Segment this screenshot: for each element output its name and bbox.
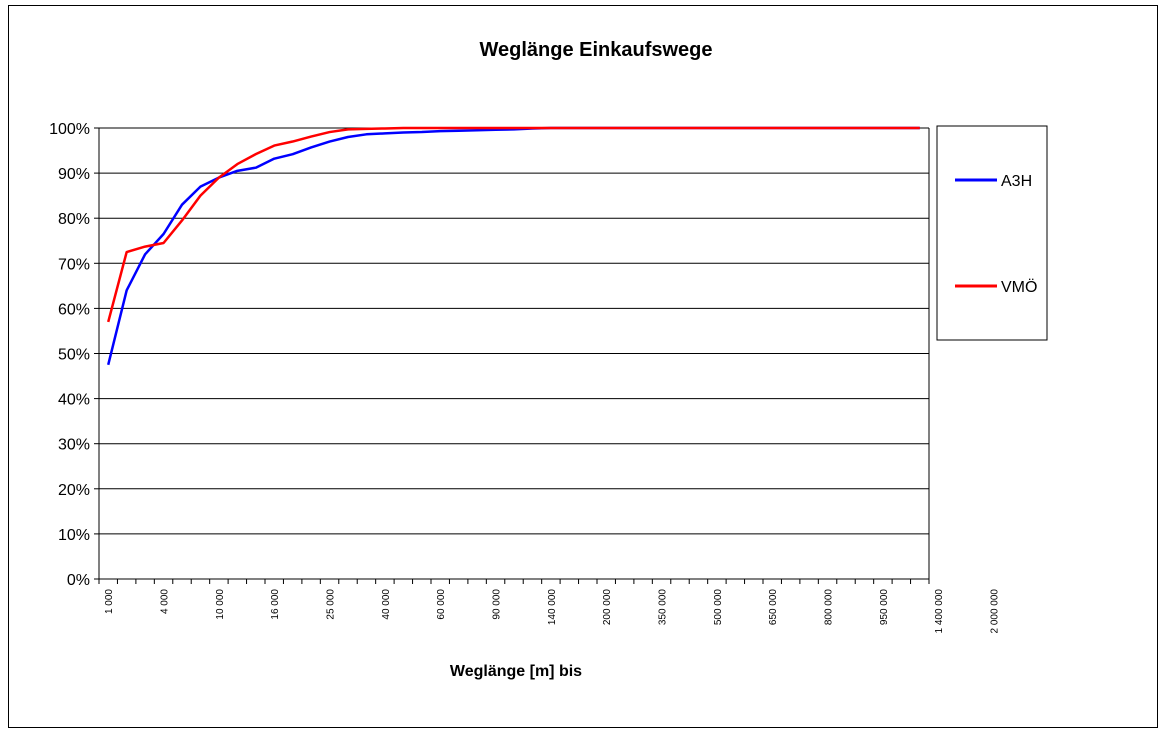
legend-label-vmo: VMÖ — [1001, 278, 1037, 296]
x-tick-label: 16 000 — [270, 589, 281, 620]
series-line-a3h — [107, 126, 920, 366]
legend-box — [936, 125, 1048, 341]
series-line-vmo — [107, 126, 920, 323]
x-tick-label: 800 000 — [824, 589, 835, 626]
plot-axes — [94, 127, 930, 584]
x-tick-label: 1 400 000 — [934, 589, 945, 634]
x-tick-label: 40 000 — [381, 589, 392, 620]
y-tick-label: 20% — [58, 482, 90, 499]
chart-svg: Weglänge Einkaufswege 0% 10% 20% 30% 40% 50% 6… — [49, 39, 1048, 680]
y-tick-labels: 0% 10% 20% 30% 40% 50% 60% 70% 80% 90% 100% — [49, 121, 90, 589]
y-tick-label: 70% — [58, 256, 90, 273]
y-tick-label: 50% — [58, 347, 90, 364]
y-tick-label: 10% — [58, 527, 90, 544]
x-tick-label: 200 000 — [602, 589, 613, 626]
x-tick-label: 2 000 000 — [990, 589, 1001, 634]
x-tick-label: 4 000 — [160, 589, 171, 614]
x-tick-label: 90 000 — [492, 589, 503, 620]
x-tick-label: 1 000 — [104, 589, 115, 614]
chart-title: Weglänge Einkaufswege — [479, 39, 712, 61]
y-tick-label: 0% — [67, 572, 90, 589]
x-tick-label: 350 000 — [658, 589, 669, 626]
legend: A3H VMÖ — [936, 125, 1048, 341]
series-lines — [107, 126, 920, 366]
legend-label-a3h: A3H — [1001, 173, 1032, 190]
x-tick-label: 10 000 — [215, 589, 226, 620]
y-tick-label: 40% — [58, 392, 90, 409]
x-tick-label: 650 000 — [768, 589, 779, 626]
y-tick-label: 30% — [58, 437, 90, 454]
y-tick-label: 100% — [49, 121, 90, 138]
x-tick-label: 25 000 — [326, 589, 337, 620]
y-tick-label: 60% — [58, 301, 90, 318]
y-tick-label: 90% — [58, 166, 90, 183]
y-tick-label: 80% — [58, 211, 90, 228]
x-tick-label: 140 000 — [547, 589, 558, 626]
x-tick-label: 500 000 — [713, 589, 724, 626]
x-tick-label: 950 000 — [879, 589, 890, 626]
x-tick-labels: 1 000 4 000 10 000 16 000 25 000 40 000 60 000… — [104, 589, 1000, 634]
x-axis-title: Weglänge [m] bis — [450, 663, 582, 680]
plot-grid — [99, 127, 929, 580]
x-tick-label: 60 000 — [436, 589, 447, 620]
chart-frame: Weglänge Einkaufswege 0% 10% 20% 30% 40% 50% 6… — [8, 5, 1158, 728]
